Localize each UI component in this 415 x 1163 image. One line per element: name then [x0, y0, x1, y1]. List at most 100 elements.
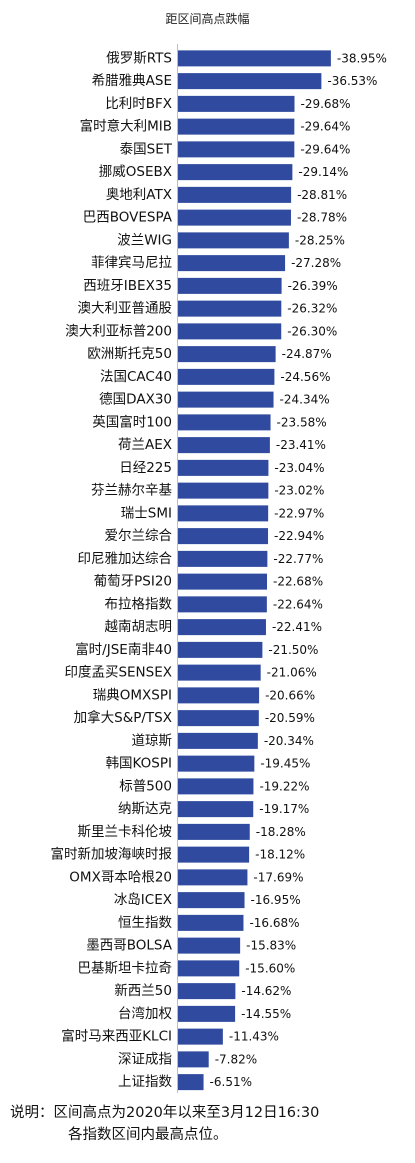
bar [178, 1005, 236, 1022]
bar [178, 141, 295, 158]
value-label: -11.43% [229, 1030, 279, 1044]
value-label: -24.87% [282, 347, 332, 361]
bar [178, 846, 250, 863]
value-label: -16.68% [249, 916, 299, 930]
category-label: 芬兰赫尔辛基 [91, 482, 172, 499]
category-label: 比利时BFX [105, 96, 172, 112]
value-label: -14.62% [241, 984, 291, 998]
value-label: -22.68% [273, 575, 323, 589]
bar [178, 414, 271, 431]
value-label: -18.12% [255, 848, 305, 862]
bar [178, 710, 259, 727]
category-label: 爱尔兰综合 [105, 528, 173, 544]
category-label: 冰岛ICEX [114, 892, 172, 908]
bar [178, 528, 269, 545]
bar [178, 778, 254, 795]
bar [178, 255, 286, 272]
bar [178, 960, 240, 977]
bar [178, 801, 254, 818]
bar [178, 641, 263, 658]
category-label: 恒生指数 [118, 915, 172, 931]
value-label: -22.41% [272, 620, 322, 634]
bar [178, 368, 275, 385]
category-label: 印尼雅加达综合 [78, 551, 173, 567]
value-label: -23.04% [274, 461, 324, 475]
category-label: 巴基斯坦卡拉奇 [78, 959, 173, 976]
value-label: -26.30% [287, 324, 337, 338]
value-label: -23.41% [276, 438, 326, 452]
category-label: 德国DAX30 [99, 392, 172, 408]
bar [178, 550, 268, 567]
bar [178, 482, 269, 499]
category-label: 富时马来西亚KLCI [61, 1028, 172, 1045]
value-label: -28.81% [297, 188, 347, 202]
bar [178, 687, 260, 704]
category-label: 澳大利亚标普200 [65, 323, 172, 339]
category-label: 纳斯达克 [118, 801, 172, 817]
value-label: -29.14% [298, 165, 348, 179]
category-label: 葡萄牙PSI20 [94, 574, 172, 590]
category-label: 富时新加坡海峡时报 [51, 846, 173, 863]
value-label: -20.34% [264, 734, 314, 748]
value-label: -26.32% [287, 302, 337, 316]
value-label: -19.17% [259, 802, 309, 816]
value-label: -17.69% [253, 870, 303, 884]
value-label: -21.06% [267, 666, 317, 680]
value-label: -19.45% [260, 757, 310, 771]
bar [178, 50, 331, 67]
value-label: -23.02% [274, 484, 324, 498]
footnote: 说明：区间高点为2020年以来至3月12日16:30 各指数区间内最高点位。 [10, 1102, 410, 1146]
category-label: 印度孟买SENSEX [64, 665, 172, 681]
category-label: 新西兰50 [114, 983, 172, 999]
bar [178, 209, 291, 226]
chart-title: 距区间高点跌幅 [165, 12, 250, 26]
value-label: -24.56% [280, 370, 330, 384]
category-label: 菲律宾马尼拉 [91, 255, 172, 271]
value-label: -16.95% [251, 893, 301, 907]
value-label: -22.97% [274, 506, 324, 520]
category-label: 斯里兰卡科伦坡 [78, 824, 173, 840]
value-label: -29.68% [300, 97, 350, 111]
value-label: -29.64% [300, 120, 350, 134]
category-label: 标普500 [119, 778, 172, 794]
category-label: 荷兰AEX [118, 437, 172, 453]
bar [178, 505, 269, 522]
bar [178, 164, 293, 181]
bar [178, 596, 267, 613]
category-label: 波兰WIG [117, 232, 172, 248]
category-label: 巴西BOVESPA [83, 210, 173, 226]
value-label: -21.50% [268, 643, 318, 657]
bar [178, 732, 258, 749]
bar [178, 391, 274, 408]
bar [178, 914, 244, 931]
bars-layer: 俄罗斯RTS -38.95% 希腊雅典ASE -36.53% 比利时BFX -29.68%… [51, 50, 387, 1091]
value-label: -27.28% [291, 256, 341, 270]
bar [178, 664, 261, 681]
bar [178, 118, 295, 135]
bar [178, 619, 266, 636]
value-label: -15.60% [245, 961, 295, 975]
bar [178, 300, 282, 317]
bar [178, 937, 241, 954]
category-label: 瑞典OMXSPI [93, 687, 172, 703]
bar [178, 232, 289, 249]
value-label: -36.53% [327, 74, 377, 88]
value-label: -6.51% [210, 1075, 252, 1089]
bar [178, 346, 276, 363]
category-label: 加拿大S&P/TSX [74, 709, 172, 726]
value-label: -20.59% [265, 711, 315, 725]
value-label: -28.78% [297, 211, 347, 225]
value-label: -26.39% [288, 279, 338, 293]
bar [178, 186, 292, 203]
value-label: -23.58% [277, 415, 327, 429]
value-label: -20.66% [265, 688, 315, 702]
category-label: 越南胡志明 [105, 619, 173, 635]
category-label: 西班牙IBEX35 [83, 278, 172, 294]
category-label: 深证成指 [118, 1051, 172, 1067]
bar [178, 755, 255, 772]
bar [178, 983, 236, 1000]
value-label: -14.55% [241, 1007, 291, 1021]
category-label: 澳大利亚普通股 [78, 301, 173, 317]
category-label: 日经225 [119, 460, 172, 476]
bar [178, 73, 322, 90]
